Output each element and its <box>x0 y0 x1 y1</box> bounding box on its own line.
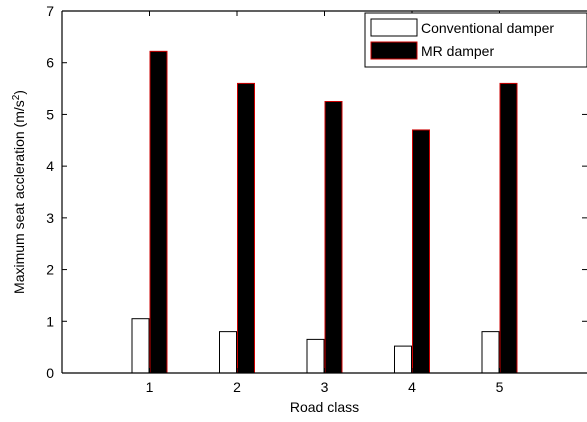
bar-mr-3 <box>324 101 343 374</box>
bar-mr-2 <box>237 82 255 374</box>
y-axis-label-suffix: ) <box>11 90 27 95</box>
y-tick-label: 6 <box>46 55 54 71</box>
x-tick-label: 4 <box>408 379 416 395</box>
x-tick-label: 1 <box>146 379 154 395</box>
y-tick-label: 2 <box>46 262 54 278</box>
x-tick-label: 2 <box>233 379 241 395</box>
bar-mr-4 <box>412 129 430 374</box>
bar-conventional-2 <box>219 331 237 374</box>
ticks-group: 0 1 2 3 4 5 6 7 1 2 3 4 5 <box>46 3 587 395</box>
y-tick-label: 4 <box>46 158 54 174</box>
x-axis-label: Road class <box>290 399 359 415</box>
y-axis-label: Maximum seat accleration (m/s2) <box>11 90 28 294</box>
y-tick-label: 0 <box>46 365 54 381</box>
bar-conventional-5 <box>481 331 500 374</box>
y-axis-label-main: Maximum seat accleration (m/s <box>11 100 27 294</box>
y-tick-label: 5 <box>46 106 54 122</box>
bar-mr-5 <box>499 82 518 374</box>
bar-mr-1 <box>149 50 168 374</box>
y-tick-label: 7 <box>46 3 54 19</box>
legend-swatch-conventional <box>370 18 418 37</box>
legend: Conventional damper MR damper <box>364 12 587 68</box>
x-tick-label: 3 <box>321 379 329 395</box>
y-axis-label-superscript: 2 <box>11 94 22 100</box>
x-tick-label: 5 <box>496 379 504 395</box>
bar-conventional-4 <box>394 345 412 374</box>
y-tick-label: 1 <box>46 313 54 329</box>
bar-conventional-3 <box>306 338 325 374</box>
legend-label-conventional: Conventional damper <box>421 20 554 36</box>
legend-label-mr: MR damper <box>421 43 494 59</box>
y-tick-label: 3 <box>46 210 54 226</box>
bars-group <box>131 50 518 374</box>
legend-swatch-mr <box>370 41 418 60</box>
bar-conventional-1 <box>131 318 150 374</box>
